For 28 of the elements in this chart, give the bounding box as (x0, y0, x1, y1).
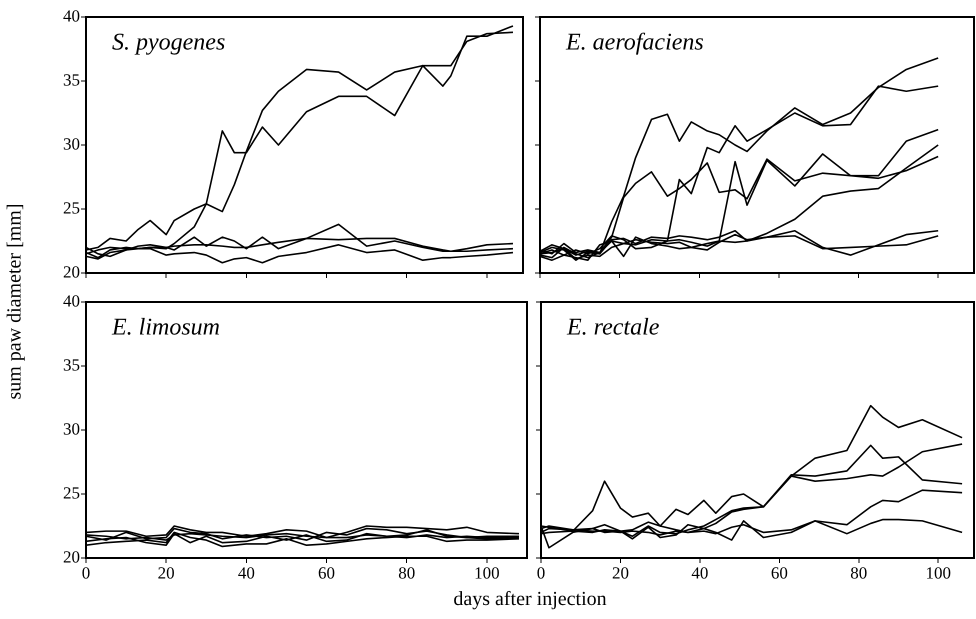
y-tick-label: 40 (63, 291, 80, 310)
y-tick-label: 30 (63, 134, 80, 154)
text: E. limosum (111, 314, 220, 340)
y-tick-label: 25 (63, 198, 80, 218)
y-tick-label: 25 (63, 483, 80, 502)
y-tick-label: 35 (63, 70, 80, 90)
x-tick-label: 0 (536, 564, 546, 583)
x-tick-label: 20 (612, 564, 629, 583)
x-tick-label: 40 (691, 564, 708, 583)
text: E. rectale (566, 314, 660, 340)
x-tick-label: 60 (770, 564, 788, 583)
y-tick-label: 30 (63, 419, 80, 438)
x-tick-label: 100 (926, 564, 951, 583)
text: S. pyogenes (112, 29, 226, 56)
y-axis-title: sum paw diameter [mm] (4, 202, 26, 402)
x-tick-label: 80 (398, 564, 416, 583)
y-tick-label: 40 (63, 6, 80, 26)
y-tick-label: 35 (63, 355, 80, 374)
y-tick-label: 20 (63, 262, 80, 282)
y-tick-label: 20 (63, 547, 80, 566)
x-tick-label: 100 (474, 564, 500, 583)
x-tick-label: 60 (318, 564, 336, 583)
x-tick-label: 20 (158, 564, 175, 583)
x-tick-label: 40 (238, 564, 255, 583)
x-tick-label: 80 (850, 564, 868, 583)
text: E. aerofaciens (565, 29, 704, 56)
x-tick-label: 0 (82, 564, 90, 583)
x-axis-title: days after injection (452, 588, 608, 611)
